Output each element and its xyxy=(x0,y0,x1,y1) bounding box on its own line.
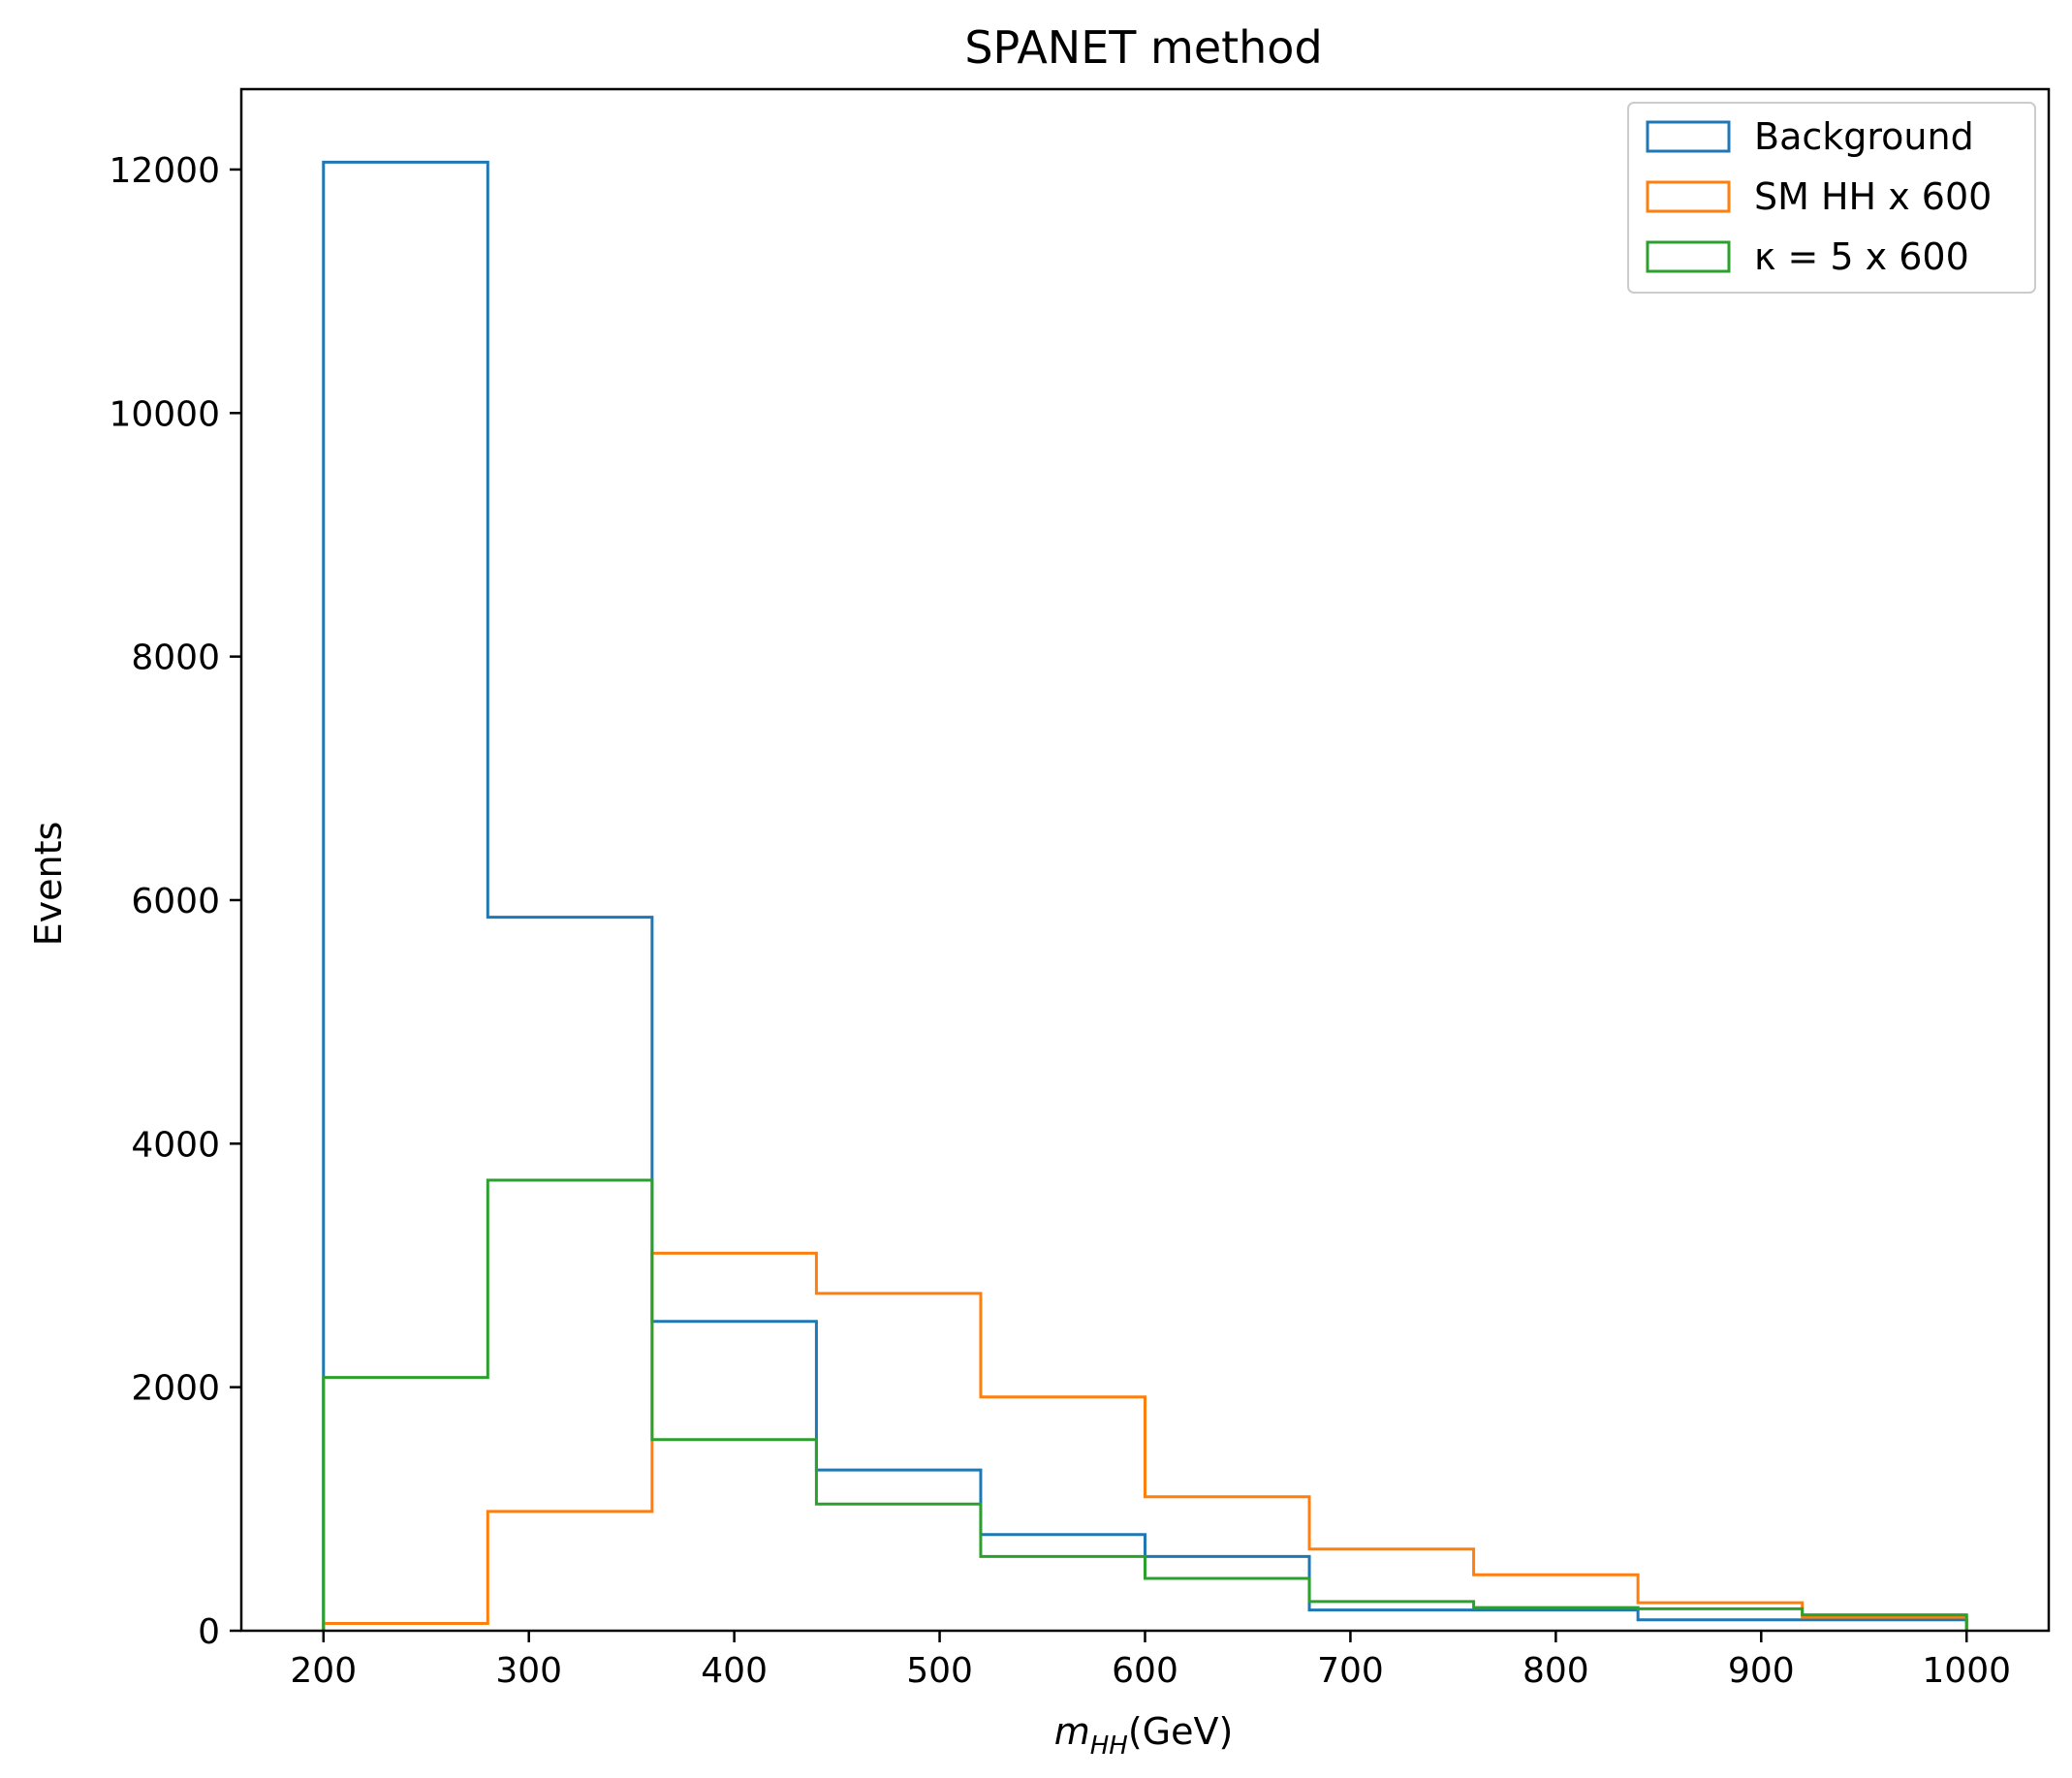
series-2 xyxy=(322,1178,1968,1631)
bin-0-9 xyxy=(1803,1620,1967,1631)
bin-0-0 xyxy=(324,162,488,1631)
bin-1-1 xyxy=(487,1512,652,1631)
bin-0-4 xyxy=(981,1535,1146,1631)
x-tick-label: 300 xyxy=(495,1651,562,1691)
bin-2-3 xyxy=(816,1504,981,1631)
x-tick-label: 800 xyxy=(1523,1651,1589,1691)
legend-swatch-2 xyxy=(1646,240,1731,273)
bin-1-3 xyxy=(816,1294,981,1631)
series-outline-0 xyxy=(322,160,1968,1631)
bin-0-1 xyxy=(487,918,652,1631)
axes-layer: 200 300 400 500 600 700 800 900 1000020004000600… xyxy=(109,87,2051,1691)
bin-1-6 xyxy=(1309,1549,1474,1631)
bin-0-8 xyxy=(1638,1620,1803,1631)
series-outline-1 xyxy=(322,1251,1968,1631)
bin-2-2 xyxy=(652,1440,817,1631)
x-tick-label: 500 xyxy=(906,1651,973,1691)
bin-1-2 xyxy=(652,1253,817,1631)
bin-0-2 xyxy=(652,1322,817,1631)
y-tick-label: 4000 xyxy=(131,1125,220,1165)
y-tick-label: 12000 xyxy=(109,151,220,191)
bin-0-3 xyxy=(816,1470,981,1631)
bin-1-5 xyxy=(1146,1497,1310,1631)
bin-1-7 xyxy=(1474,1575,1639,1631)
legend-label-0: Background xyxy=(1754,115,1974,158)
bin-2-0 xyxy=(324,1378,488,1631)
y-tick-label: 6000 xyxy=(131,882,220,921)
y-tick-label: 2000 xyxy=(131,1369,220,1409)
legend-label-1: SM HH x 600 xyxy=(1754,175,1992,218)
x-tick-label: 400 xyxy=(701,1651,768,1691)
legend-swatch-0 xyxy=(1646,120,1731,153)
legend-label-2: κ = 5 x 600 xyxy=(1754,235,1969,278)
bin-0-5 xyxy=(1146,1556,1310,1631)
x-tick-label: 600 xyxy=(1112,1651,1178,1691)
bin-2-5 xyxy=(1146,1578,1310,1631)
chart-title: SPANET method xyxy=(964,21,1322,74)
series-1 xyxy=(322,1251,1968,1631)
x-tick-label: 700 xyxy=(1317,1651,1384,1691)
bin-1-4 xyxy=(981,1397,1146,1631)
bin-1-8 xyxy=(1638,1603,1803,1631)
x-tick-label: 1000 xyxy=(1922,1651,2011,1691)
x-axis-subscript: HH xyxy=(1090,1731,1128,1761)
bin-0-6 xyxy=(1309,1610,1474,1631)
y-tick-label: 0 xyxy=(198,1612,220,1652)
series-0 xyxy=(322,160,1968,1631)
y-axis-label: Events xyxy=(27,822,70,947)
legend-swatch-1 xyxy=(1646,180,1731,213)
bin-2-1 xyxy=(487,1180,652,1631)
x-axis-unit: (GeV) xyxy=(1128,1710,1233,1753)
plot-layer xyxy=(322,160,1968,1631)
x-tick-label: 900 xyxy=(1728,1651,1795,1691)
bin-2-4 xyxy=(981,1556,1146,1631)
y-tick-label: 10000 xyxy=(109,394,220,434)
legend: Background SM HH x 600 κ = 5 x 600 xyxy=(1627,102,2036,294)
y-tick-label: 8000 xyxy=(131,639,220,678)
x-tick-label: 200 xyxy=(290,1651,357,1691)
bin-2-6 xyxy=(1309,1602,1474,1631)
x-axis-symbol: m xyxy=(1054,1710,1090,1753)
bin-0-7 xyxy=(1474,1610,1639,1631)
series-outline-2 xyxy=(322,1178,1968,1631)
x-axis-label: mHH(GeV) xyxy=(1054,1710,1234,1761)
